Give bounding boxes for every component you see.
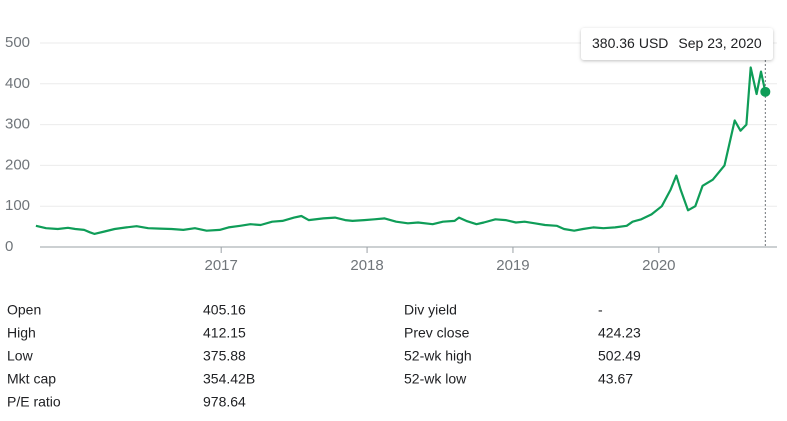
- y-tick-label: 0: [5, 238, 13, 255]
- stat-label: 52-wk high: [404, 348, 472, 364]
- stat-label: Open: [7, 302, 41, 318]
- y-tick-label: 100: [5, 197, 30, 214]
- stat-value: 502.49: [598, 348, 641, 364]
- y-tick-label: 300: [5, 116, 30, 133]
- y-tick-label: 400: [5, 75, 30, 92]
- stat-label: Prev close: [404, 325, 470, 341]
- stat-label: High: [7, 325, 36, 341]
- stat-value: 405.16: [203, 302, 246, 318]
- stat-value: 424.23: [598, 325, 641, 341]
- stat-value: 354.42B: [203, 371, 255, 387]
- tooltip-box: [581, 28, 773, 60]
- stat-value: 43.67: [598, 371, 633, 387]
- stat-value: 375.88: [203, 348, 246, 364]
- area: [35, 67, 766, 247]
- tooltip: 380.36 USD Sep 23, 2020: [581, 28, 773, 60]
- stat-label: Div yield: [404, 302, 457, 318]
- tooltip-date: Sep 23, 2020: [678, 35, 762, 51]
- stat-label: Mkt cap: [7, 371, 56, 387]
- y-tick-label: 200: [5, 156, 30, 173]
- y-tick-label: 500: [5, 34, 30, 51]
- x-tick-label: 2017: [205, 257, 238, 274]
- x-tick-label: 2019: [496, 257, 529, 274]
- plot: 0 100 200 300 400 500 2017 2018 2019 2020: [5, 34, 777, 274]
- stat-value: 978.64: [203, 394, 246, 410]
- tooltip-value: 380.36: [592, 35, 635, 51]
- hover-dot: [760, 86, 771, 97]
- x-tick-label: 2020: [642, 257, 675, 274]
- tooltip-text: 380.36 USD Sep 23, 2020: [592, 35, 762, 51]
- price-line: [35, 66, 767, 235]
- stat-label: Low: [7, 348, 34, 364]
- stat-value: 412.15: [203, 325, 246, 341]
- tooltip-unit: USD: [639, 35, 669, 51]
- stat-label: 52-wk low: [404, 371, 467, 387]
- stat-value: -: [598, 302, 603, 318]
- stat-label: P/E ratio: [7, 394, 61, 410]
- stats-table: Open 405.16 High 412.15 Low 375.88 Mkt cap 354.…: [7, 302, 641, 410]
- x-tick-label: 2018: [350, 257, 383, 274]
